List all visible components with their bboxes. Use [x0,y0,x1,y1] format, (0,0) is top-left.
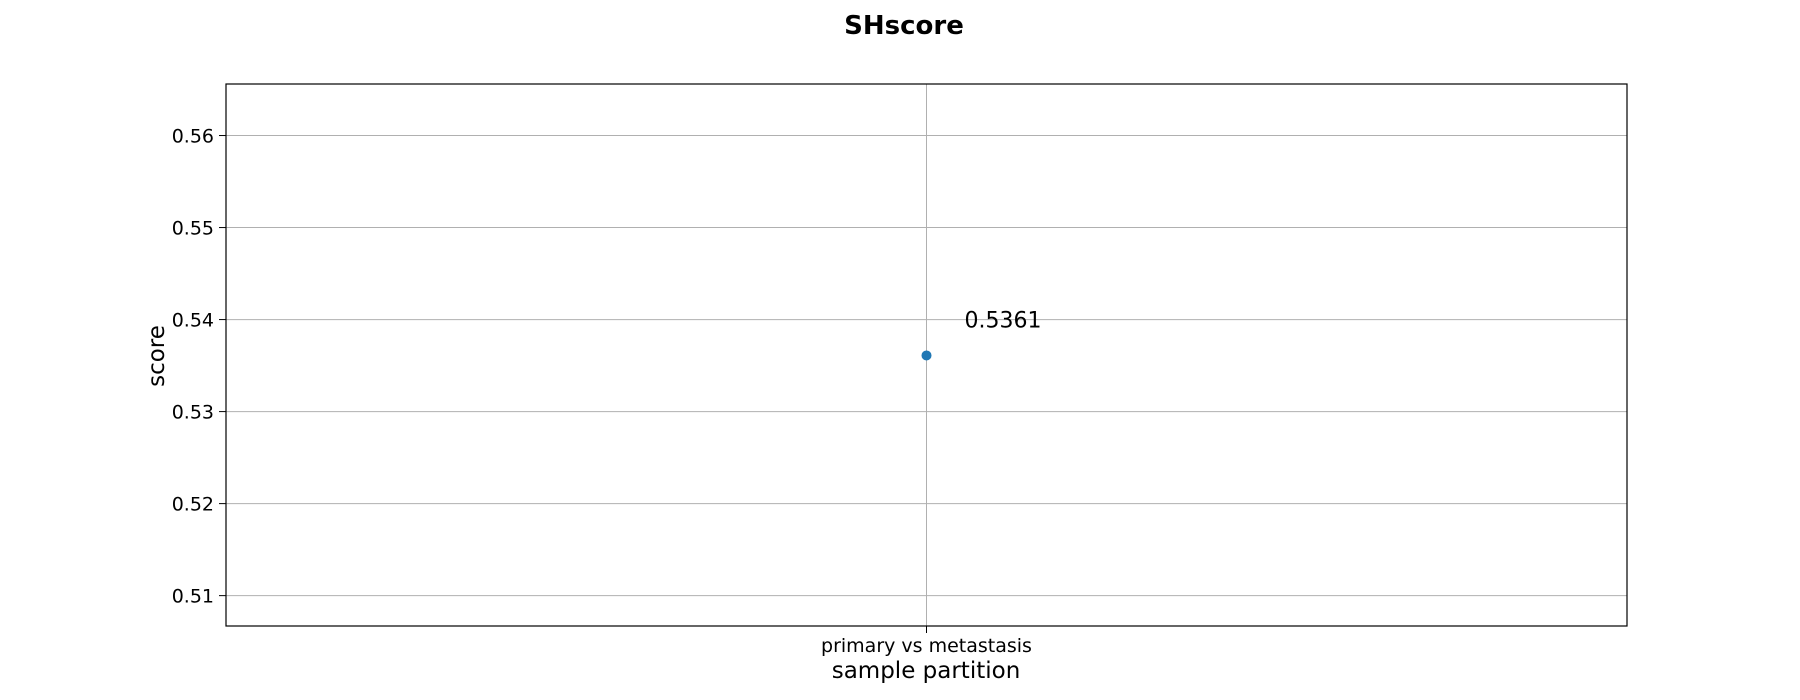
data-point [921,350,932,361]
y-tick-label: 0.52 [172,494,214,516]
y-axis-ticks: 0.51 0.52 0.53 0.54 0.55 0.56 [172,126,226,608]
y-tick-label: 0.53 [172,402,214,424]
data-label: 0.5361 [965,308,1042,333]
y-tick-label: 0.55 [172,218,214,240]
y-tick-label: 0.51 [172,586,214,608]
x-axis-label: sample partition [832,658,1021,684]
x-axis-ticks: primary vs metastasis [821,626,1032,657]
y-tick-label: 0.56 [172,126,214,148]
data-points: 0.5361 [921,308,1042,361]
x-tick-label: primary vs metastasis [821,635,1032,657]
grid-lines [226,84,1627,626]
chart-title: SHscore [844,11,964,41]
y-axis-label: score [144,325,170,387]
y-tick-label: 0.54 [172,310,214,332]
